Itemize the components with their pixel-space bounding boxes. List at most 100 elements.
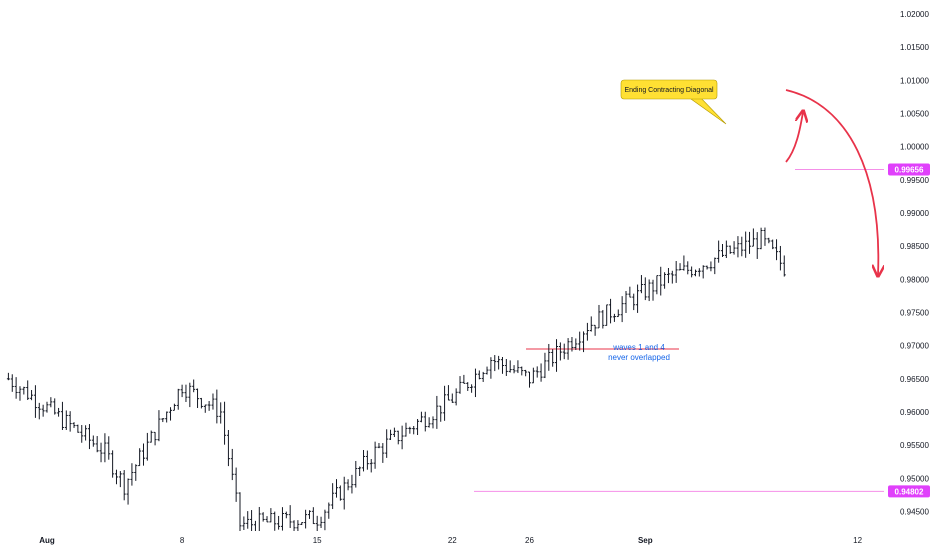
- candle: [524, 369, 528, 377]
- candle: [265, 516, 269, 523]
- candle: [651, 279, 655, 301]
- candle: [365, 450, 369, 470]
- candle: [396, 430, 400, 445]
- candle: [60, 401, 64, 430]
- candle: [578, 331, 582, 351]
- candle: [423, 411, 427, 432]
- candle: [531, 367, 535, 384]
- candle: [562, 343, 566, 360]
- candle: [605, 304, 609, 326]
- candle: [49, 397, 53, 408]
- y-tick-label: 0.96500: [900, 375, 929, 384]
- candle: [443, 385, 447, 421]
- x-tick-label: 12: [853, 536, 862, 545]
- candle: [118, 471, 122, 488]
- candle: [95, 436, 99, 453]
- candle: [242, 516, 246, 530]
- x-tick-label: 26: [525, 536, 534, 545]
- candle: [566, 338, 570, 360]
- candle: [686, 261, 690, 275]
- candle: [230, 448, 234, 481]
- candle: [462, 374, 466, 384]
- candle: [354, 460, 358, 488]
- candle: [439, 405, 443, 422]
- candle: [238, 492, 242, 537]
- candle: [416, 419, 420, 436]
- candle: [775, 239, 779, 261]
- candle: [188, 382, 192, 408]
- candle: [196, 388, 200, 409]
- candle: [508, 360, 512, 373]
- candle: [755, 232, 759, 259]
- y-tick-label: 0.96000: [900, 408, 929, 417]
- candle: [219, 402, 223, 424]
- candle: [751, 228, 755, 247]
- candle: [111, 450, 115, 478]
- candle: [6, 372, 10, 381]
- candle: [497, 355, 501, 370]
- candle: [740, 236, 744, 257]
- candle: [180, 384, 184, 398]
- candle: [512, 365, 516, 374]
- candle: [269, 508, 273, 523]
- x-tick-label: 8: [180, 536, 185, 545]
- wedge-note-callout[interactable]: Ending Contracting Diagonal: [620, 79, 727, 125]
- candle: [612, 313, 616, 322]
- candle: [338, 485, 342, 501]
- y-tick-label: 0.98500: [900, 242, 929, 251]
- candle: [172, 403, 176, 411]
- candle: [103, 433, 107, 463]
- candle: [709, 261, 713, 272]
- candle: [628, 286, 632, 298]
- overlap-note-line-1: waves 1 and 4: [612, 343, 665, 352]
- candle: [721, 243, 724, 257]
- candle: [655, 275, 659, 295]
- candle: [91, 435, 95, 447]
- candle: [161, 418, 165, 423]
- candle: [377, 442, 381, 449]
- candle: [419, 411, 423, 423]
- candle: [748, 231, 752, 254]
- decline-projection-arrow[interactable]: [785, 89, 878, 275]
- candle: [682, 255, 686, 271]
- candle: [408, 426, 412, 434]
- price-tag[interactable]: 0.94802: [888, 485, 930, 498]
- candle: [616, 309, 620, 318]
- candle: [543, 352, 547, 379]
- candle: [72, 422, 76, 428]
- candle: [192, 379, 196, 393]
- candle: [717, 240, 721, 263]
- candle: [319, 516, 323, 528]
- price-tag[interactable]: 0.99656: [888, 163, 930, 176]
- candle: [551, 349, 555, 367]
- bounce-arrow[interactable]: [785, 112, 803, 163]
- candle: [362, 449, 366, 472]
- candle: [539, 363, 543, 382]
- candle: [493, 355, 497, 372]
- candle: [470, 384, 474, 393]
- y-tick-label: 0.99000: [900, 209, 929, 218]
- candle: [585, 322, 589, 341]
- candle: [99, 442, 103, 463]
- candle: [582, 331, 586, 353]
- candle: [257, 506, 261, 534]
- svg-text:0.99656: 0.99656: [895, 165, 924, 174]
- candle: [68, 411, 72, 432]
- candle: [381, 443, 385, 463]
- y-tick-label: 0.95500: [900, 441, 929, 450]
- candle: [134, 464, 138, 481]
- wedge-note-text: Ending Contracting Diagonal: [624, 87, 714, 94]
- y-tick-label: 0.95000: [900, 474, 929, 483]
- x-tick-label: 15: [313, 536, 322, 545]
- candle: [76, 424, 80, 433]
- candle: [528, 371, 531, 388]
- candle: [701, 265, 705, 279]
- candle: [311, 507, 315, 525]
- candle: [369, 459, 373, 473]
- candle: [22, 386, 26, 395]
- y-tick-label: 0.97000: [900, 342, 929, 351]
- candle: [261, 512, 265, 522]
- candle: [250, 510, 254, 533]
- candle: [307, 510, 311, 519]
